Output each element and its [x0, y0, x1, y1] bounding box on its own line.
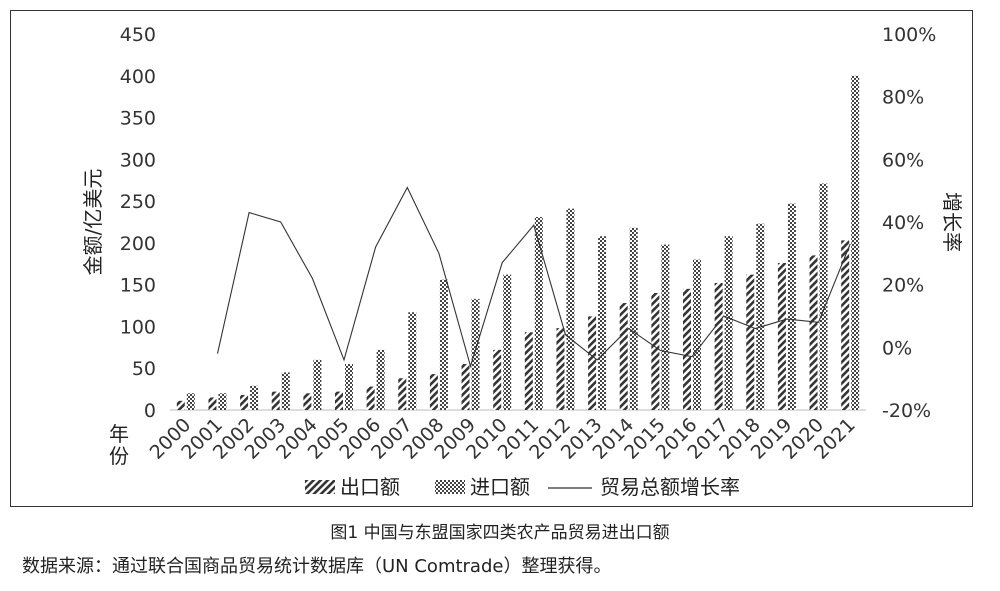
bar-export: [556, 328, 565, 410]
bar-export: [524, 332, 533, 410]
bar-import: [629, 227, 638, 410]
chart: 0 50 100 150 200 250 300 350 400 450 -20% 0% 20% 40%…: [81, 24, 964, 499]
bar-export: [176, 400, 185, 410]
bar-import: [598, 236, 607, 410]
y-tick-label: 150: [120, 275, 156, 297]
y-tick-label: 100: [120, 316, 156, 338]
growth-rate-line: [216, 186, 851, 369]
bar-export: [619, 303, 628, 410]
bar-export: [461, 364, 470, 410]
bar-import: [313, 359, 322, 410]
bar-export: [240, 394, 249, 410]
bar-export: [746, 274, 755, 410]
data-source-note: 数据来源：通过联合国商品贸易统计数据库（UN Comtrade）整理获得。: [22, 556, 612, 577]
y2-tick-label: 20%: [882, 275, 924, 297]
y2-axis-title: 增长率: [940, 192, 964, 252]
y2-tick-label: 0%: [882, 337, 912, 359]
x-axis-title: 年份: [109, 422, 129, 468]
bar-import: [345, 364, 353, 410]
bar-export: [366, 386, 375, 410]
bar-import: [503, 274, 512, 410]
figure-caption: 图1 中国与东盟国家四类农产品贸易进出口额: [330, 523, 670, 543]
bar-export: [809, 255, 818, 410]
y2-tick-label: 60%: [882, 149, 924, 171]
bar-export: [651, 293, 660, 410]
bar-import: [851, 75, 860, 411]
y-tick-label: 450: [120, 24, 156, 46]
figure-frame: [10, 10, 973, 507]
y-axis-title: 金额/亿美元: [81, 169, 105, 276]
bar-export: [683, 288, 691, 410]
bar-export: [398, 378, 407, 410]
bar-import: [376, 349, 385, 410]
y-tick-label: 300: [120, 149, 156, 171]
bar-export: [714, 282, 723, 410]
legend-label-growth: 贸易总额增长率: [600, 475, 740, 499]
bar-import: [218, 393, 227, 410]
bar-import: [186, 393, 195, 410]
bar-import: [439, 279, 448, 410]
bar-export: [777, 262, 786, 410]
legend-swatch-import: [435, 480, 465, 494]
y-tick-label: 200: [120, 233, 156, 255]
bar-import: [756, 223, 765, 410]
bar-import: [250, 385, 259, 410]
bar-export: [335, 391, 343, 410]
bar-import: [693, 259, 701, 410]
bar-export: [493, 349, 502, 410]
y-tick-label: 400: [120, 66, 156, 88]
bar-import: [566, 208, 575, 410]
y-tick-label: 350: [120, 108, 156, 130]
legend: 出口额 进口额 贸易总额增长率: [305, 475, 740, 499]
y2-tick-label: 80%: [882, 87, 924, 109]
y2-tick-label: 100%: [882, 24, 936, 46]
bar-export: [588, 316, 597, 410]
y2-tick-label: -20%: [882, 400, 931, 422]
y-tick-label: 250: [120, 191, 156, 213]
y-tick-label: 0: [144, 400, 156, 422]
growth-line: [216, 186, 851, 369]
y-tick-label: 50: [132, 358, 156, 380]
bar-import: [661, 244, 670, 410]
bar-import: [724, 236, 733, 410]
bar-export: [303, 393, 312, 410]
bar-import: [408, 312, 417, 410]
bar-import: [281, 372, 290, 410]
bar-export: [208, 397, 217, 410]
bar-import: [471, 298, 480, 410]
bar-import: [787, 203, 796, 410]
bar-import: [819, 183, 828, 410]
legend-label-import: 进口额: [470, 475, 530, 499]
bars: [176, 75, 860, 411]
bar-export: [271, 391, 280, 410]
legend-swatch-export: [305, 480, 335, 494]
bar-export: [841, 240, 850, 410]
y2-tick-label: 40%: [882, 212, 924, 234]
y2-axis-ticks: -20% 0% 20% 40% 60% 80% 100%: [882, 24, 936, 422]
legend-label-export: 出口额: [340, 475, 400, 499]
bar-import: [534, 216, 543, 410]
x-axis-ticks: 2000200120022003200420052006200720082009…: [146, 414, 860, 464]
bar-export: [429, 374, 438, 410]
